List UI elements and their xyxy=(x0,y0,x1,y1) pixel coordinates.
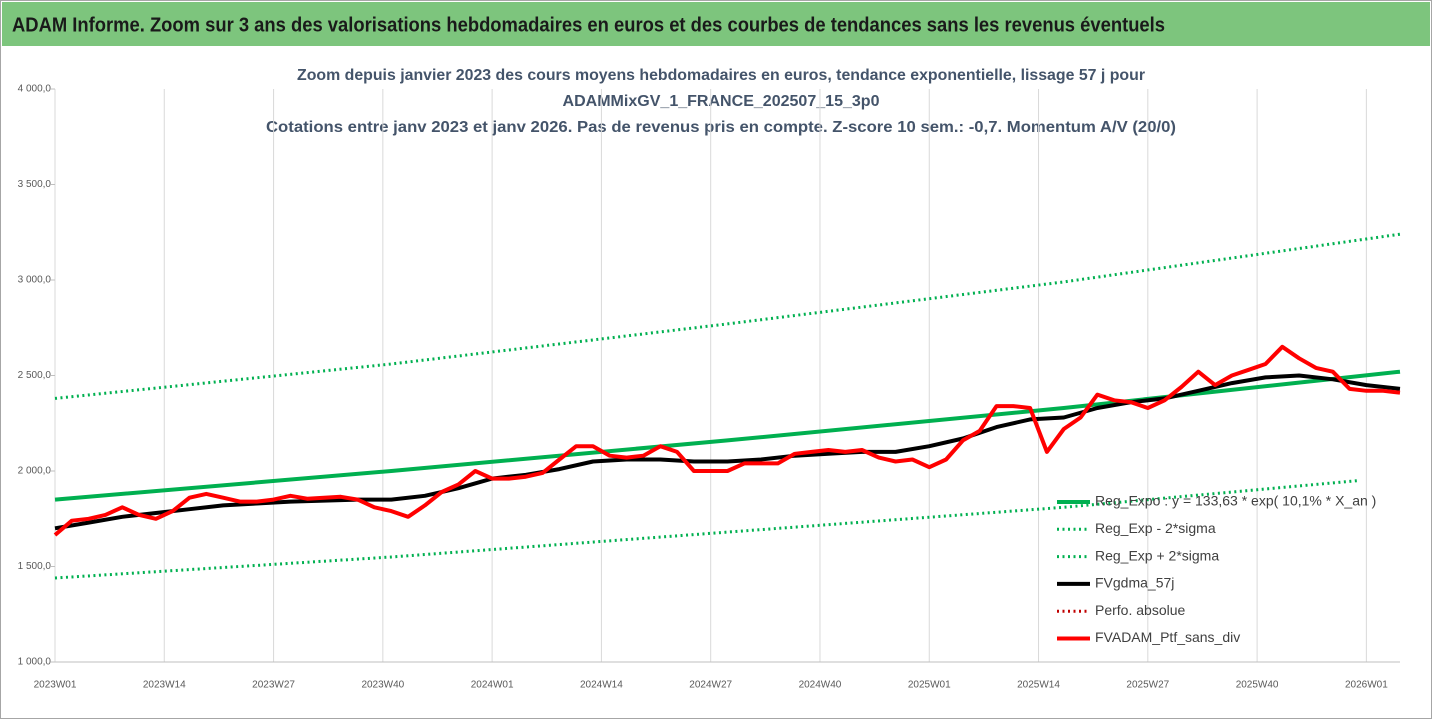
legend-label: Reg_Expo : y = 133,63 * exp( 10,1% * X_a… xyxy=(1095,493,1376,509)
y-tick-label: 2 000,0 xyxy=(18,466,52,477)
x-tick-label: 2023W40 xyxy=(361,680,404,691)
y-tick-label: 1 000,0 xyxy=(18,657,52,668)
chart-title: ADAMMixGV_1_FRANCE_202507_15_3p0 xyxy=(563,93,880,110)
y-tick-label: 3 000,0 xyxy=(18,275,52,286)
series-line xyxy=(53,344,1401,537)
y-tick-label: 2 500,0 xyxy=(18,370,52,381)
legend-label: Reg_Exp - 2*sigma xyxy=(1095,520,1216,536)
legend-label: Perfo. absolue xyxy=(1095,602,1185,618)
y-tick-label: 3 500,0 xyxy=(18,179,52,190)
x-tick-label: 2024W40 xyxy=(799,680,842,691)
x-tick-label: 2023W14 xyxy=(143,680,186,691)
x-tick-label: 2023W27 xyxy=(252,680,295,691)
x-tick-label: 2025W40 xyxy=(1236,680,1279,691)
legend-label: FVgdma_57j xyxy=(1095,575,1174,591)
x-tick-label: 2025W14 xyxy=(1017,680,1060,691)
x-tick-label: 2023W01 xyxy=(34,680,77,691)
x-tick-label: 2024W01 xyxy=(471,680,514,691)
banner-title: ADAM Informe. Zoom sur 3 ans des valoris… xyxy=(12,14,1165,36)
x-tick-label: 2025W27 xyxy=(1126,680,1169,691)
x-tick-label: 2026W01 xyxy=(1345,680,1388,691)
legend-label: Reg_Exp + 2*sigma xyxy=(1095,547,1219,563)
series-line xyxy=(54,373,1401,531)
chart-title: Zoom depuis janvier 2023 des cours moyen… xyxy=(297,67,1145,84)
banner-bar xyxy=(2,2,1430,46)
y-tick-label: 4 000,0 xyxy=(18,84,52,95)
series-line xyxy=(54,232,1401,400)
x-tick-label: 2024W27 xyxy=(689,680,732,691)
y-tick-label: 1 500,0 xyxy=(18,561,52,572)
chart-title: Cotations entre janv 2023 et janv 2026. … xyxy=(266,119,1176,136)
plot-area: 2023W01 2023W14 2023W27 2023W40 2024W01 2024W… xyxy=(18,84,1401,691)
legend-label: FVADAM_Ptf_sans_div xyxy=(1095,629,1240,645)
x-tick-label: 2024W14 xyxy=(580,680,623,691)
x-tick-label: 2025W01 xyxy=(908,680,951,691)
